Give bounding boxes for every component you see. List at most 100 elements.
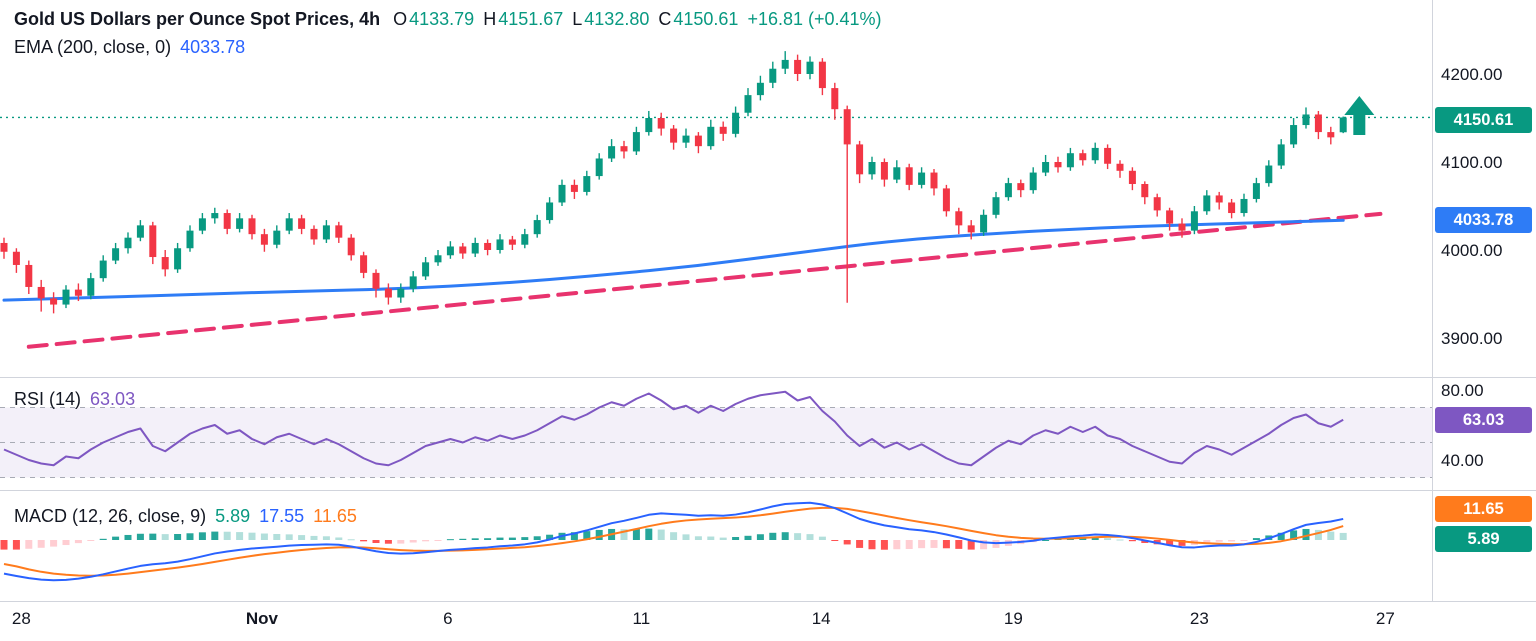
macd-hist-bar <box>372 540 380 543</box>
candle-body <box>918 172 926 185</box>
macd-hist-bar <box>831 540 839 541</box>
macd-hist-bar <box>707 536 715 540</box>
candle-body <box>1203 195 1211 212</box>
price-tick-label: 4000.00 <box>1441 241 1502 260</box>
macd-hist-bar <box>1339 532 1347 540</box>
up-arrow-icon <box>1344 96 1375 135</box>
macd-hist-bar <box>397 540 405 544</box>
symbol-legend[interactable]: Gold US Dollars per Ounce Spot Prices, 4… <box>14 9 882 30</box>
candle-body <box>744 95 752 113</box>
macd-hist-bar <box>1079 537 1087 540</box>
macd-legend[interactable]: MACD (12, 26, close, 9) 5.89 17.55 11.65 <box>14 506 357 527</box>
time-tick-label: 11 <box>633 609 651 628</box>
macd-hist-bar <box>682 534 690 540</box>
macd-hist-bar <box>1166 540 1174 546</box>
ohlc-open: O 4133.79 <box>393 9 475 29</box>
ema-label: EMA (200, close, 0) <box>14 37 172 57</box>
candle-body <box>856 144 864 175</box>
candle-body <box>446 246 454 256</box>
candle-body <box>335 225 343 238</box>
macd-hist-bar <box>273 534 281 540</box>
candle-body <box>161 257 169 270</box>
candle-body <box>223 213 231 229</box>
macd-hist-bar <box>186 533 194 540</box>
price-tick-label: 4100.00 <box>1441 153 1502 172</box>
trend-line <box>26 211 1383 349</box>
candle-body <box>1302 114 1310 126</box>
macd-signal-badge: 11.65 <box>1435 496 1532 522</box>
macd-hist-bar <box>37 540 45 548</box>
macd-hist-bar <box>161 534 169 540</box>
candle-body <box>942 188 950 212</box>
candle-body <box>1017 183 1025 191</box>
candle-body <box>546 202 554 221</box>
candle-body <box>818 61 826 89</box>
candle-body <box>781 59 789 69</box>
candle-body <box>632 132 640 152</box>
macd-hist-bar <box>409 540 417 543</box>
symbol-title: Gold US Dollars per Ounce Spot Prices, 4… <box>14 9 381 29</box>
macd-hist-bar <box>1228 540 1236 542</box>
candle-body <box>533 220 541 235</box>
candle-body <box>149 225 157 258</box>
candle-body <box>1215 195 1223 203</box>
macd-hist-bar <box>1141 540 1149 543</box>
candle-body <box>955 211 963 226</box>
macd-hist-bar <box>657 529 665 540</box>
candle-body <box>484 242 492 250</box>
rsi-pane[interactable] <box>0 377 1432 490</box>
macd-signal-value: 11.65 <box>313 506 357 526</box>
macd-hist-bar <box>868 540 876 550</box>
macd-hist-bar <box>248 532 256 540</box>
macd-hist-bar <box>149 533 157 540</box>
macd-hist-bar <box>967 540 975 550</box>
macd-hist-bar <box>1128 540 1136 542</box>
candle-body <box>322 225 330 240</box>
candle-body <box>1190 211 1198 231</box>
candle-body <box>285 218 293 231</box>
candle-body <box>372 272 380 289</box>
macd-hist-bar <box>533 536 541 540</box>
ohlc-close: C 4150.61 <box>658 9 739 29</box>
macd-hist-bar <box>1240 540 1248 541</box>
rsi-legend[interactable]: RSI (14) 63.03 <box>14 389 135 410</box>
candle-body <box>620 146 628 152</box>
macd-hist-bar <box>198 532 206 540</box>
candle-body <box>769 68 777 83</box>
macd-hist-bar <box>1042 540 1050 541</box>
time-tick-label: 19 <box>1004 609 1023 628</box>
candle-body <box>558 184 566 203</box>
candle-body <box>1004 183 1012 198</box>
candle-body <box>1029 172 1037 191</box>
macd-hist-bar <box>459 538 467 540</box>
time-scale[interactable] <box>0 601 1432 641</box>
candle-body <box>905 167 913 185</box>
ohlc-low: L 4132.80 <box>572 9 650 29</box>
time-tick-label: 23 <box>1190 609 1209 628</box>
last-price-badge: 4150.61 <box>1435 107 1532 133</box>
candle-body <box>1042 162 1050 173</box>
candle-body <box>670 128 678 143</box>
macd-hist-bar <box>1116 539 1124 541</box>
macd-hist-bar <box>905 540 913 549</box>
rsi-tick-label: 80.00 <box>1441 381 1484 400</box>
macd-hist-bar <box>781 532 789 540</box>
candle-body <box>930 172 938 189</box>
candle-body <box>1166 210 1174 224</box>
macd-hist-bar <box>136 533 144 540</box>
candle-body <box>831 88 839 110</box>
macd-hist-bar <box>347 539 355 541</box>
candle-body <box>719 126 727 134</box>
candle-body <box>198 218 206 231</box>
macd-hist-bar <box>1252 538 1260 540</box>
macd-hist-bar <box>422 540 430 542</box>
price-tick-label: 4200.00 <box>1441 65 1502 84</box>
macd-hist-bar <box>856 540 864 548</box>
ema-legend[interactable]: EMA (200, close, 0) 4033.78 <box>14 37 245 58</box>
candle-body <box>136 225 144 238</box>
macd-hist-value: 5.89 <box>215 506 251 526</box>
candle-body <box>1228 202 1236 214</box>
macd-hist-bar <box>670 532 678 540</box>
macd-hist-bar <box>843 540 851 545</box>
